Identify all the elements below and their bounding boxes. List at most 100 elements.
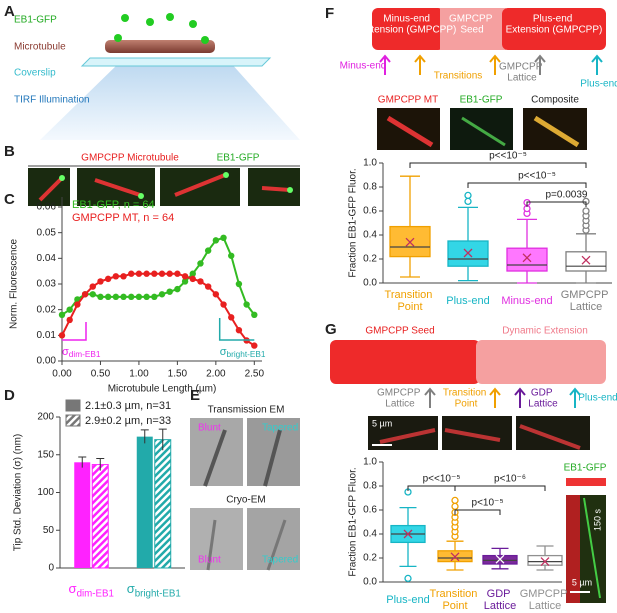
point [197, 260, 204, 267]
mt-segment [372, 8, 444, 50]
x-tick-label: 2.50 [245, 369, 265, 380]
significance-bracket [454, 509, 501, 515]
mean [495, 554, 505, 564]
point [66, 316, 73, 324]
arrow-label: Transitions [434, 71, 483, 82]
point [143, 270, 150, 277]
point [151, 270, 158, 277]
mt-segment [440, 8, 506, 50]
point [120, 273, 127, 280]
x-tick-label: Plus-end [446, 295, 489, 307]
point [243, 301, 250, 308]
arrow-label: Plus-end [578, 393, 617, 404]
error-bar [96, 458, 105, 471]
point [181, 278, 189, 285]
point [220, 234, 227, 241]
point [204, 247, 212, 254]
significance-label: p<<10⁻⁵ [518, 171, 556, 182]
y-tick-label: 0.0 [363, 577, 377, 588]
y-tick-label: 0.8 [363, 182, 377, 193]
mean [403, 529, 413, 539]
point [189, 270, 196, 277]
point [97, 278, 104, 285]
arrows [424, 387, 581, 408]
label: Coverslip [14, 68, 56, 79]
arrow-label: GDP Lattice [528, 387, 558, 409]
outlier [582, 207, 590, 215]
mean [540, 557, 550, 567]
x-tick-label: σdim-EB1 [69, 581, 114, 599]
panel-label: G [325, 321, 337, 338]
point [251, 342, 258, 349]
significance-bracket [407, 485, 456, 491]
point [174, 285, 181, 293]
tirf-light [40, 62, 300, 140]
arrow-label: Transition Point [443, 387, 489, 409]
error-bar [78, 456, 87, 468]
outlier [451, 502, 459, 511]
point [166, 270, 173, 277]
point [104, 275, 112, 283]
eb1-dot [166, 13, 174, 21]
point [135, 270, 143, 277]
outlier [464, 197, 472, 206]
y-tick-label: 0.05 [37, 227, 57, 238]
point [158, 291, 166, 298]
em-images [190, 418, 300, 571]
mean [405, 237, 415, 247]
annotation: σdim-EB1 [62, 346, 101, 359]
mean [522, 253, 532, 263]
y-tick-label: 0 [48, 563, 54, 574]
x-axis-label: Microtubule Length (µm) [108, 384, 217, 395]
point [158, 270, 166, 277]
point [112, 273, 120, 280]
x-tick-label: 1.50 [168, 369, 188, 380]
em-title: Transmission EM [208, 405, 285, 416]
point [81, 291, 89, 298]
bar [136, 436, 153, 568]
point [197, 278, 204, 285]
panel-label: E [190, 387, 200, 404]
point [181, 273, 189, 280]
point [174, 270, 181, 277]
y-tick-label: 0.4 [363, 529, 377, 540]
box [527, 554, 563, 566]
x-tick-label: GMPCPP Lattice [561, 289, 612, 313]
x-tick-label: 0.00 [52, 369, 72, 380]
segment-label: GMPCPP Seed [449, 13, 495, 35]
point [251, 311, 258, 318]
significance-label: p<<10⁻⁵ [423, 474, 461, 485]
point [212, 237, 220, 244]
significance-label: p=0.0039 [546, 190, 588, 201]
y-tick-label: 150 [37, 449, 54, 460]
point [89, 283, 96, 290]
legend-entry: EB1-GFP, n = 64 [72, 199, 155, 211]
legend-entry: 2.1±0.3 µm, n=31 [85, 400, 171, 412]
f-images [377, 108, 587, 150]
annotation-bracket [62, 322, 87, 341]
arrow-label: GMPCPP Lattice [499, 61, 545, 83]
x-tick-label: Plus-end [386, 594, 429, 606]
time-label: 150 s [592, 508, 602, 531]
x-tick-label: 2.00 [206, 369, 226, 380]
mt-segment [502, 8, 606, 50]
micrographs [28, 168, 300, 206]
legend-swatch [65, 414, 81, 427]
point [66, 306, 73, 313]
em-label: Tapered [262, 555, 298, 566]
bar [74, 462, 91, 568]
arrow-label: GMPCPP Lattice [377, 387, 423, 409]
y-tick-label: 0.2 [363, 254, 377, 265]
legend-entry: 2.9±0.2 µm, n=33 [85, 415, 171, 427]
y-tick-label: 0.0 [363, 278, 377, 289]
bar [91, 464, 109, 569]
point [189, 275, 196, 283]
point [89, 291, 96, 298]
point [97, 293, 104, 301]
arrows [379, 54, 603, 75]
point [104, 293, 112, 301]
y-axis-label: Norm. Fluorescence [9, 239, 20, 329]
significance-bracket [454, 485, 546, 491]
y-tick-label: 50 [43, 525, 55, 536]
em-label: Blunt [198, 423, 221, 434]
